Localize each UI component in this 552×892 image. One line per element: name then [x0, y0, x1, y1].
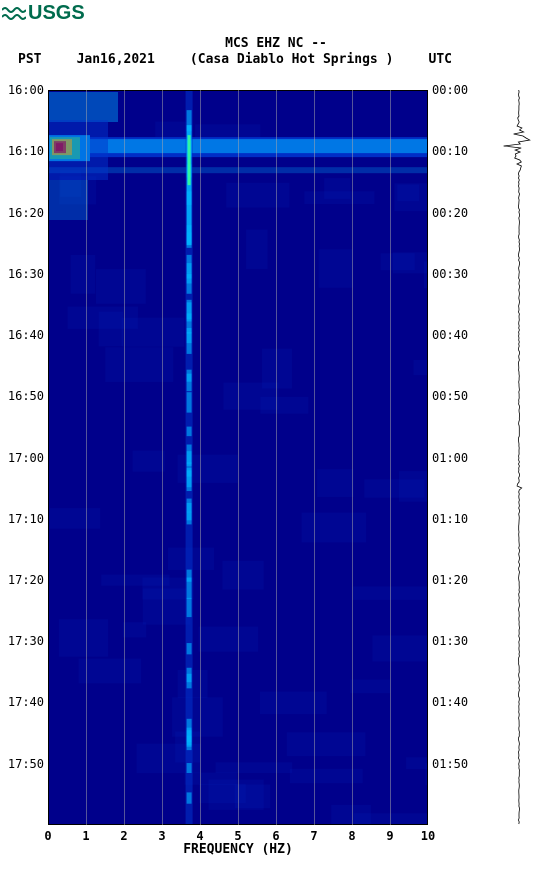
right-time-label: 01:10: [432, 512, 468, 526]
x-tick-label: 9: [386, 829, 393, 843]
left-time-label: 17:50: [8, 757, 44, 771]
gridline: [200, 90, 201, 825]
station-label: (Casa Diablo Hot Springs ): [190, 52, 394, 68]
waveform-trace: [498, 90, 540, 825]
x-tick-label: 1: [82, 829, 89, 843]
gridline: [124, 90, 125, 825]
right-time-label: 00:50: [432, 389, 468, 403]
left-time-label: 17:20: [8, 573, 44, 587]
right-time-label: 00:10: [432, 144, 468, 158]
left-time-label: 17:40: [8, 695, 44, 709]
right-time-label: 00:00: [432, 83, 468, 97]
right-tz-label: UTC: [429, 52, 452, 68]
usgs-logo-text: USGS: [28, 2, 85, 25]
x-tick-label: 0: [44, 829, 51, 843]
left-time-label: 16:30: [8, 267, 44, 281]
left-time-label: 16:50: [8, 389, 44, 403]
chart-subtitle: PST Jan16,2021 (Casa Diablo Hot Springs …: [0, 52, 552, 68]
gridline: [238, 90, 239, 825]
right-time-label: 00:40: [432, 328, 468, 342]
gridline: [390, 90, 391, 825]
right-time-label: 00:20: [432, 206, 468, 220]
gridline: [276, 90, 277, 825]
left-time-label: 16:10: [8, 144, 44, 158]
waveform-svg: [498, 90, 540, 825]
right-time-label: 01:30: [432, 634, 468, 648]
chart-header: MCS EHZ NC -- PST Jan16,2021 (Casa Diabl…: [0, 36, 552, 67]
gridline: [162, 90, 163, 825]
x-tick-label: 8: [348, 829, 355, 843]
x-tick-label: 7: [310, 829, 317, 843]
left-time-label: 17:00: [8, 451, 44, 465]
gridline: [86, 90, 87, 825]
date-label: Jan16,2021: [77, 52, 155, 68]
left-time-label: 17:30: [8, 634, 44, 648]
spectrogram-plot: 01234567891016:0016:1016:2016:3016:4016:…: [48, 90, 428, 825]
gridline: [314, 90, 315, 825]
x-tick-label: 6: [272, 829, 279, 843]
left-tz-label: PST: [18, 52, 41, 68]
x-tick-label: 4: [196, 829, 203, 843]
x-axis-label: FREQUENCY (HZ): [48, 842, 428, 857]
usgs-logo: USGS: [2, 2, 85, 25]
x-tick-label: 10: [421, 829, 435, 843]
gridline: [352, 90, 353, 825]
x-tick-label: 5: [234, 829, 241, 843]
usgs-wave-icon: [2, 4, 26, 24]
chart-title: MCS EHZ NC --: [0, 36, 552, 52]
left-time-label: 16:20: [8, 206, 44, 220]
right-time-label: 01:00: [432, 451, 468, 465]
left-time-label: 17:10: [8, 512, 44, 526]
right-time-label: 00:30: [432, 267, 468, 281]
left-time-label: 16:00: [8, 83, 44, 97]
right-time-label: 01:40: [432, 695, 468, 709]
right-time-label: 01:50: [432, 757, 468, 771]
x-tick-label: 3: [158, 829, 165, 843]
right-time-label: 01:20: [432, 573, 468, 587]
x-tick-label: 2: [120, 829, 127, 843]
left-time-label: 16:40: [8, 328, 44, 342]
